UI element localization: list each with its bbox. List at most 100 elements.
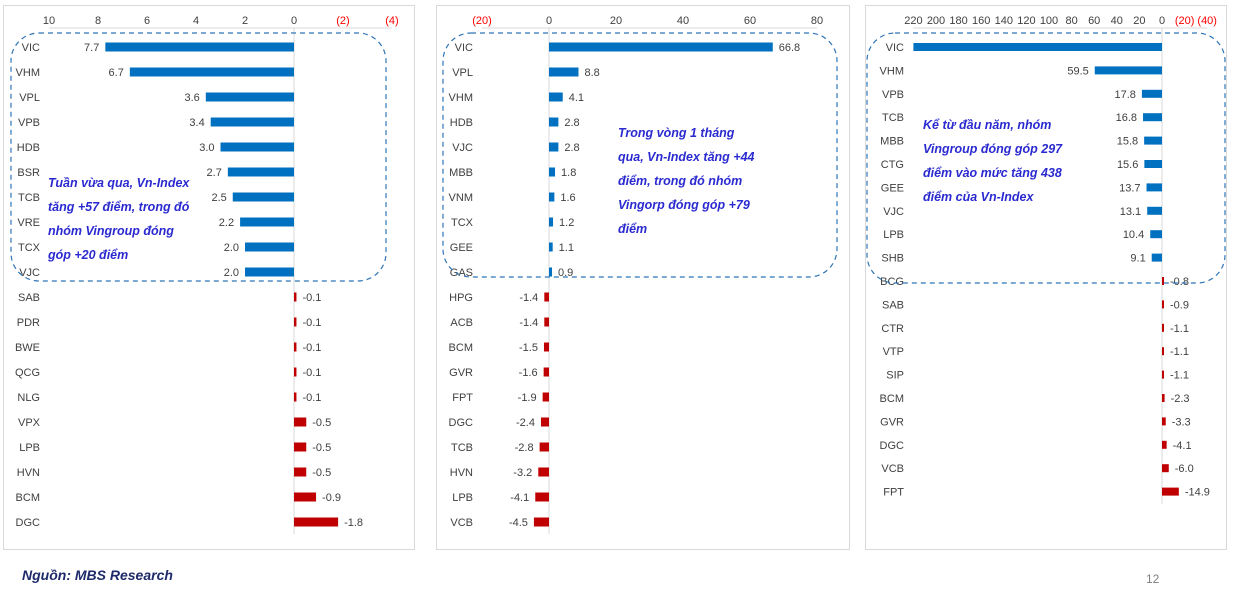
annotation-line: điểm — [618, 222, 648, 236]
category-label: GAS — [450, 267, 473, 279]
category-label: VCB — [450, 517, 473, 529]
data-label: 15.8 — [1117, 136, 1138, 148]
category-label: BCM — [880, 393, 904, 405]
category-label: DGC — [449, 417, 474, 429]
bar-tcx — [245, 242, 294, 252]
bar-gvr — [1162, 417, 1166, 426]
bar-sab — [1162, 300, 1164, 309]
data-label: 13.1 — [1120, 206, 1141, 218]
data-label: 2.0 — [224, 242, 239, 254]
category-label: VIC — [455, 42, 473, 54]
x-tick-label: 0 — [546, 15, 552, 27]
category-label: TCB — [882, 112, 904, 124]
x-tick-label: 40 — [677, 15, 689, 27]
annotation-line: qua, Vn-Index tăng +44 — [618, 150, 755, 164]
category-label: VTP — [883, 346, 904, 358]
data-label: 66.8 — [779, 42, 800, 54]
x-tick-label: 200 — [927, 15, 945, 27]
data-label: -0.5 — [312, 467, 331, 479]
highlight-box — [442, 32, 838, 278]
x-tick-label: (20) — [1175, 15, 1195, 27]
x-tick-label: 80 — [1065, 15, 1077, 27]
category-label: VHM — [16, 67, 40, 79]
x-tick-label: 60 — [1088, 15, 1100, 27]
category-label: GEE — [881, 182, 904, 194]
data-label: 1.6 — [560, 192, 575, 204]
bar-bcm — [1162, 394, 1165, 402]
bar-pdr — [294, 317, 297, 327]
x-tick-label: (20) — [472, 15, 492, 27]
data-label: -1.4 — [519, 292, 538, 304]
category-label: PDR — [17, 317, 40, 329]
bar-vtp — [1162, 347, 1164, 356]
annotation-line: tăng +57 điểm, trong đó — [48, 200, 190, 214]
page-number: 12 — [1146, 572, 1160, 586]
bar-vic — [105, 42, 294, 52]
data-label: -1.5 — [519, 342, 538, 354]
annotation-week: Tuần vừa qua, Vn-Index tăng +57 điểm, tr… — [48, 171, 189, 267]
x-tick-label: 6 — [144, 15, 150, 27]
category-label: HDB — [17, 142, 40, 154]
data-label: -0.5 — [312, 417, 331, 429]
bar-gvr — [543, 367, 549, 377]
category-label: TCX — [451, 217, 474, 229]
annotation-line: điểm, trong đó nhóm — [618, 174, 743, 188]
data-label: -0.1 — [302, 342, 321, 354]
category-label: NLG — [17, 392, 40, 404]
data-label: -0.8 — [1170, 276, 1189, 288]
bar-vjc — [245, 267, 294, 277]
category-label: HVN — [17, 467, 40, 479]
category-label: CTG — [881, 159, 904, 171]
chart-ytd: 220 200 180 160 140 120 100 80 60 40 20 0 (20) (40) VI… — [865, 5, 1227, 550]
bar-vpb — [210, 117, 294, 127]
category-label: GVR — [449, 367, 473, 379]
data-label: -3.3 — [1172, 416, 1191, 428]
category-label: VHM — [880, 65, 904, 77]
x-tick-label: 0 — [291, 15, 297, 27]
x-tick-label: 140 — [995, 15, 1013, 27]
category-label: FPT — [452, 392, 473, 404]
data-label: -0.1 — [302, 317, 321, 329]
bar-sip — [1162, 370, 1164, 379]
data-label: -1.1 — [1170, 323, 1189, 335]
category-label: LPB — [19, 442, 40, 454]
x-tick-label: 100 — [1040, 15, 1058, 27]
x-tick-label: 4 — [193, 15, 199, 27]
bar-dgc — [294, 517, 339, 527]
x-tick-label: 180 — [949, 15, 967, 27]
data-label: -1.1 — [1170, 370, 1189, 382]
data-label: -0.5 — [312, 442, 331, 454]
category-label: FPT — [883, 487, 904, 499]
data-label: 2.0 — [224, 267, 239, 279]
data-label: -0.1 — [302, 392, 321, 404]
category-label: SIP — [886, 370, 904, 382]
data-label: -3.2 — [513, 467, 532, 479]
x-tick-label: (4) — [385, 15, 398, 27]
category-label: VCB — [881, 463, 904, 475]
bar-tcb — [539, 442, 549, 452]
category-label: HDB — [450, 117, 473, 129]
bar-dgc — [1162, 440, 1167, 449]
data-label: 15.6 — [1117, 159, 1138, 171]
category-label: VPX — [18, 417, 41, 429]
category-label: VPL — [19, 92, 40, 104]
bar-tcb — [232, 192, 294, 202]
x-tick-label: 2 — [242, 15, 248, 27]
category-label: DGC — [880, 440, 905, 452]
x-tick-label: 8 — [95, 15, 101, 27]
data-label: -1.4 — [519, 317, 538, 329]
bar-bcm — [543, 342, 549, 352]
category-label: BSR — [17, 167, 40, 179]
bar-vpb — [1141, 89, 1162, 98]
annotation-line: điểm vào mức tăng 438 — [923, 166, 1062, 180]
source-note: Nguồn: MBS Research — [22, 567, 173, 583]
category-label: TCX — [18, 242, 41, 254]
bar-hdb — [220, 142, 294, 152]
data-label: 4.1 — [569, 92, 584, 104]
x-tick-label: (2) — [336, 15, 349, 27]
category-label: SAB — [882, 299, 904, 311]
category-label: VIC — [886, 42, 904, 54]
annotation-line: Vingorp đóng góp +79 — [618, 198, 750, 212]
data-label: 2.5 — [211, 192, 226, 204]
x-tick-label: (40) — [1197, 15, 1217, 27]
